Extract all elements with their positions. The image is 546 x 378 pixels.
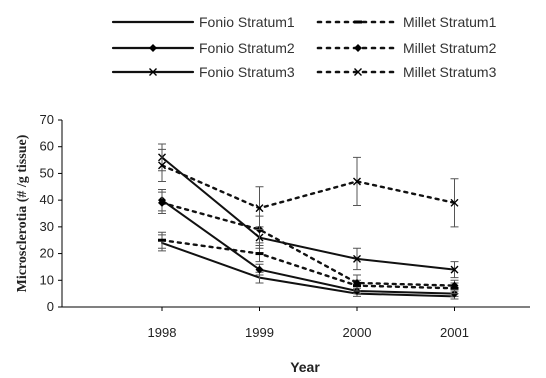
- data-point: [353, 278, 361, 287]
- legend-label: Fonio Stratum3: [199, 64, 295, 80]
- series-0: [158, 234, 459, 300]
- plot-area: 0 10 20 30 40 50 60 70 1998 1999 2000 2001: [40, 112, 530, 340]
- x-tick-label: 2001: [440, 325, 469, 340]
- series-layer: [158, 143, 459, 300]
- x-tick-label: 2000: [343, 325, 372, 340]
- data-point: [158, 161, 166, 170]
- legend-label: Millet Stratum3: [403, 64, 497, 80]
- series-3: [158, 231, 459, 295]
- data-point: [255, 265, 264, 274]
- series-line: [161, 156, 456, 271]
- y-tick-label: 0: [47, 299, 54, 314]
- y-tick-label: 30: [40, 219, 54, 234]
- legend-item: Millet Stratum2: [316, 40, 497, 56]
- x-tick-label: 1998: [148, 325, 177, 340]
- legend: Fonio Stratum1 Fonio Stratum2 Fonio Stratu…: [111, 14, 497, 80]
- legend-marker: [354, 44, 362, 52]
- legend-marker: [149, 44, 157, 52]
- data-point: [255, 252, 264, 256]
- y-tick-label: 20: [40, 246, 54, 261]
- data-point: [158, 198, 166, 207]
- legend-item: Fonio Stratum2: [111, 40, 295, 56]
- x-tick-label: 1999: [245, 325, 274, 340]
- series-line: [160, 164, 456, 210]
- y-tick-label: 40: [40, 192, 54, 207]
- data-point: [353, 254, 361, 263]
- series-line: [161, 241, 456, 298]
- y-tick-label: 70: [40, 112, 54, 127]
- legend-item: Millet Stratum3: [316, 64, 497, 80]
- data-point: [450, 281, 459, 290]
- y-tick-label: 10: [40, 272, 54, 287]
- data-point: [450, 198, 459, 207]
- x-ticks: 1998 1999 2000 2001: [148, 307, 469, 340]
- y-tick-label: 60: [40, 139, 54, 154]
- y-ticks: 0 10 20 30 40 50 60 70: [40, 112, 62, 314]
- legend-label: Millet Stratum1: [403, 14, 497, 30]
- series-line: [160, 201, 456, 287]
- legend-marker: [354, 68, 362, 76]
- legend-marker: [149, 68, 157, 76]
- series-line: [160, 239, 456, 290]
- data-point: [255, 204, 264, 213]
- series-5: [158, 148, 459, 231]
- legend-marker: [354, 20, 362, 24]
- legend-item: Millet Stratum1: [316, 14, 497, 30]
- data-point: [158, 238, 166, 242]
- y-axis-title: Microsclerotia (# /g tissue): [15, 134, 30, 292]
- legend-item: Fonio Stratum1: [111, 14, 295, 30]
- legend-label: Fonio Stratum1: [199, 14, 295, 30]
- legend-item: Fonio Stratum3: [111, 64, 295, 80]
- series-1: [158, 188, 459, 298]
- legend-label: Millet Stratum2: [403, 40, 497, 56]
- series-line: [161, 199, 456, 295]
- data-point: [450, 265, 459, 274]
- legend-label: Fonio Stratum2: [199, 40, 295, 56]
- data-point: [353, 177, 361, 186]
- x-axis-title: Year: [290, 359, 320, 375]
- y-tick-label: 50: [40, 165, 54, 180]
- series-4: [158, 191, 459, 292]
